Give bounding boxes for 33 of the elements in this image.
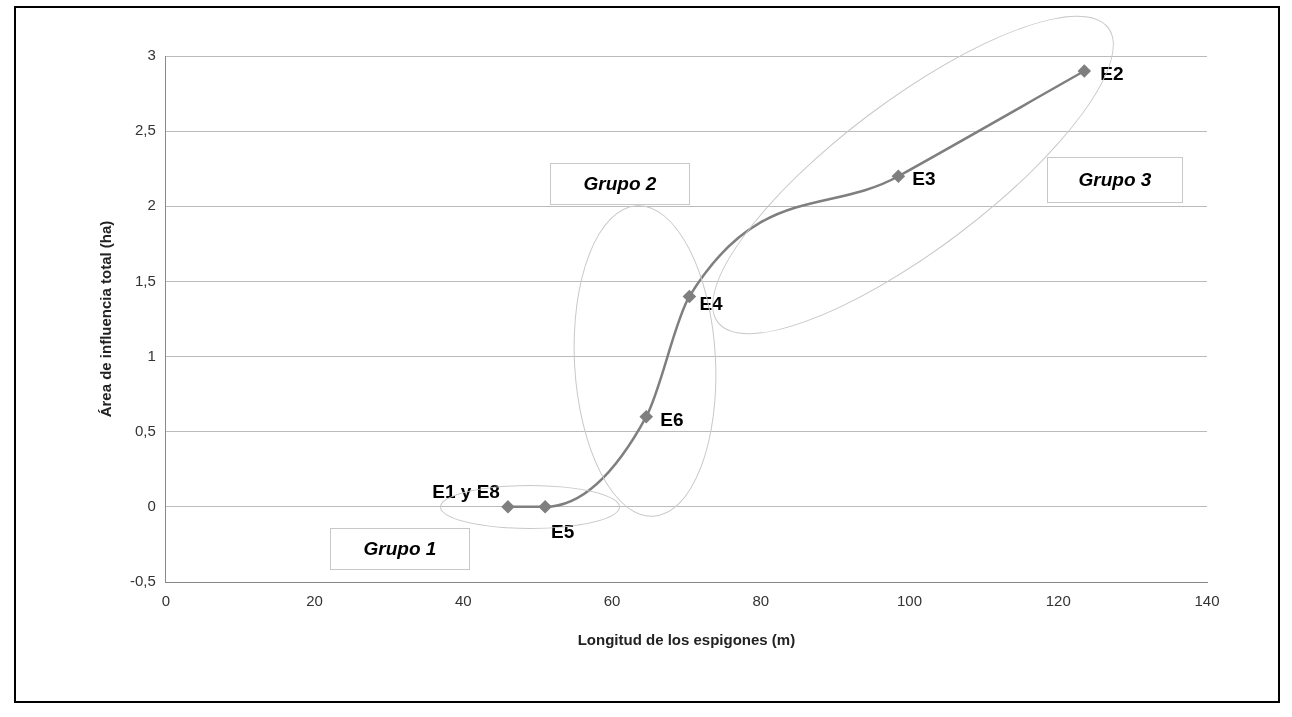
point [501,500,515,514]
x-tick-label: 100 [897,592,923,610]
y-tick-label: 2 [147,196,156,214]
annotation: E2 [1100,63,1124,85]
label-box: Grupo 3 [1047,157,1183,203]
point [640,410,653,423]
point [683,290,696,303]
annotation: E6 [660,408,684,430]
y-tick-label: 1 [147,346,156,364]
x-tick-label: 140 [1194,592,1220,610]
y-axis-title: Área de influencia total (ha) [97,220,115,418]
annotation: E5 [551,521,575,543]
annotation: E3 [912,168,936,190]
x-tick-label: 80 [752,592,770,610]
x-tick-label: 0 [161,592,171,610]
annotation: E4 [699,292,724,314]
label-box: Grupo 1 [330,528,470,570]
y-tick-label: -0,5 [129,572,156,590]
x-axis-title: Longitud de los espigones (m) [577,631,796,649]
y-tick-label: 0 [147,497,156,514]
y-tick-label: 1,5 [134,271,156,289]
x-tick-label: 40 [454,592,472,610]
y-tick-label: 2,5 [134,121,156,139]
annotation: E1 y E8 [432,481,500,503]
label-box: Grupo 2 [550,163,690,205]
point [538,500,552,514]
y-tick-label: 3 [147,46,156,64]
y-tick-label: 0,5 [134,421,156,439]
x-tick-label: 60 [603,592,621,610]
x-tick-label: 120 [1045,592,1071,610]
x-tick-label: 20 [306,592,323,610]
point [892,169,905,183]
point [1078,64,1091,78]
